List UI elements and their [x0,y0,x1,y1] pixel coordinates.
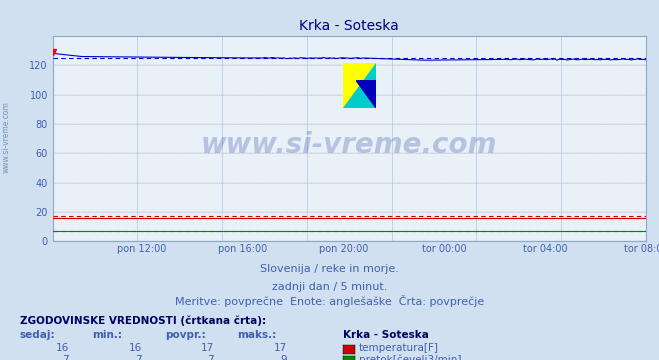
Title: Krka - Soteska: Krka - Soteska [299,19,399,33]
Text: temperatura[F]: temperatura[F] [359,343,439,354]
Polygon shape [343,63,376,108]
Text: povpr.:: povpr.: [165,330,206,340]
Text: sedaj:: sedaj: [20,330,55,340]
Text: 7: 7 [208,355,214,360]
Text: www.si-vreme.com: www.si-vreme.com [201,131,498,159]
Text: Krka - Soteska: Krka - Soteska [343,330,428,340]
Text: 16: 16 [129,343,142,354]
Text: 17: 17 [273,343,287,354]
Text: 7: 7 [135,355,142,360]
Text: Meritve: povprečne  Enote: anglešaške  Črta: povprečje: Meritve: povprečne Enote: anglešaške Črt… [175,295,484,307]
Text: pretok[čevelj3/min]: pretok[čevelj3/min] [359,355,462,360]
Text: maks.:: maks.: [237,330,277,340]
Text: www.si-vreme.com: www.si-vreme.com [2,101,11,173]
Polygon shape [357,81,376,108]
Text: min.:: min.: [92,330,123,340]
Text: Slovenija / reke in morje.: Slovenija / reke in morje. [260,264,399,274]
Text: 17: 17 [201,343,214,354]
Text: zadnji dan / 5 minut.: zadnji dan / 5 minut. [272,282,387,292]
Text: 7: 7 [63,355,69,360]
Text: 9: 9 [280,355,287,360]
Text: ZGODOVINSKE VREDNOSTI (črtkana črta):: ZGODOVINSKE VREDNOSTI (črtkana črta): [20,315,266,326]
Polygon shape [343,63,376,108]
Text: 16: 16 [56,343,69,354]
